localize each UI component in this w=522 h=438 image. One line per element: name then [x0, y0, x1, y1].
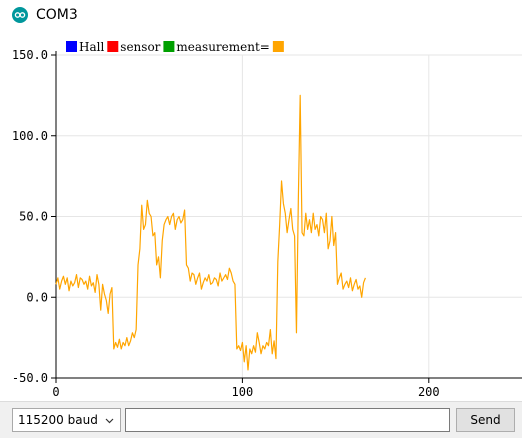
plot-chart: -50.0 0.0 50.0 100.0 150.0 0 100 200 Hall sensor m…	[12, 40, 522, 399]
y-tick-label: -50.0	[12, 371, 48, 385]
chevron-down-icon	[105, 418, 114, 424]
legend-swatch	[272, 41, 284, 52]
legend-swatch	[107, 41, 119, 52]
legend-label: Hall	[79, 40, 104, 54]
x-tick-label: 100	[232, 385, 254, 399]
legend-swatch	[163, 41, 175, 52]
window-title: COM3	[36, 7, 78, 23]
y-tick-label: 50.0	[19, 210, 48, 224]
x-tick-label: 0	[52, 385, 59, 399]
baud-rate-value: 115200 baud	[18, 413, 98, 427]
legend-label: sensor	[120, 40, 160, 54]
y-tick-label: 150.0	[12, 48, 48, 62]
legend-label: measurement=	[176, 40, 269, 54]
y-tick-label: 0.0	[26, 290, 48, 304]
send-button[interactable]: Send	[456, 408, 515, 432]
serial-plotter: -50.0 0.0 50.0 100.0 150.0 0 100 200 Hall sensor m…	[0, 31, 522, 401]
legend-swatch	[66, 41, 77, 52]
x-tick-label: 200	[418, 385, 440, 399]
baud-rate-select[interactable]: 115200 baud	[12, 408, 121, 432]
y-tick-label: 100.0	[12, 129, 48, 143]
arduino-icon	[12, 7, 28, 23]
title-bar: COM3	[0, 0, 522, 31]
series-line	[55, 94, 366, 371]
serial-input[interactable]	[125, 408, 450, 432]
bottom-toolbar: 115200 baud Send	[0, 401, 522, 438]
